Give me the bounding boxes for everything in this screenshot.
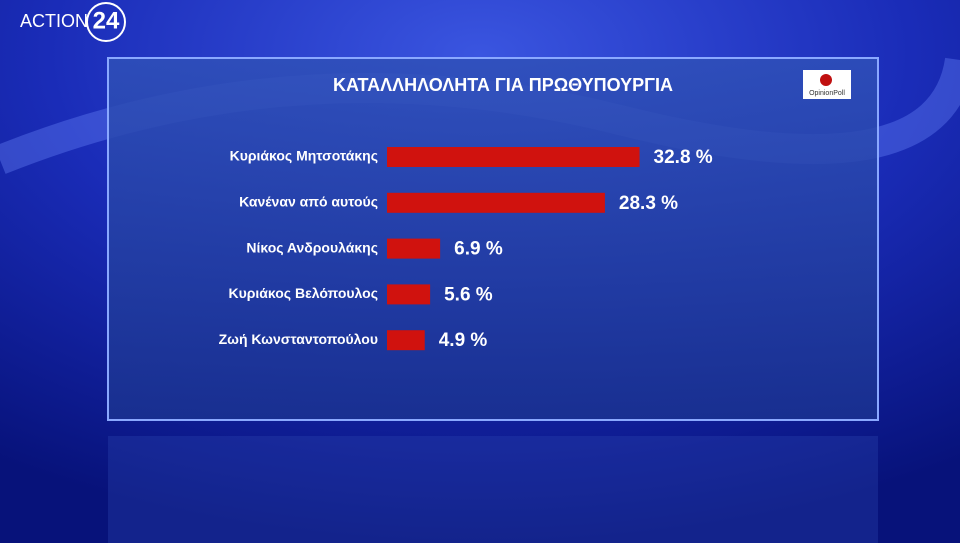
category-label: Νίκος Ανδρουλάκης — [246, 239, 378, 255]
bar — [387, 238, 441, 259]
logo-ring — [86, 2, 126, 42]
category-label: Κανέναν από αυτούς — [239, 194, 378, 210]
panel-reflection — [108, 436, 878, 543]
source-logo-dot — [820, 74, 832, 86]
value-label: 28.3 % — [619, 193, 678, 214]
category-label: Κυριάκος Βελόπουλος — [229, 285, 379, 301]
value-label: 32.8 % — [654, 147, 713, 168]
category-label: Ζωή Κωνσταντοπούλου — [219, 331, 378, 347]
bar — [387, 147, 640, 167]
category-label: Κυριάκος Μητσοτάκης — [230, 148, 378, 164]
bar — [387, 284, 431, 305]
bar — [387, 192, 605, 213]
panel — [107, 57, 879, 421]
value-label: 4.9 % — [439, 330, 488, 351]
source-text: OpinionPoll — [809, 90, 845, 97]
chart-title: ΚΑΤΑΛΛΗΛΟΛΗΤΑ ΓΙΑ ΠΡΩΘΥΠΟΥΡΓΙΑ — [333, 75, 673, 95]
value-label: 6.9 % — [454, 239, 503, 260]
logo-text: ACTION — [20, 11, 88, 31]
value-label: 5.6 % — [444, 284, 493, 305]
logo-number: 24 — [93, 7, 120, 34]
bar — [387, 330, 425, 351]
